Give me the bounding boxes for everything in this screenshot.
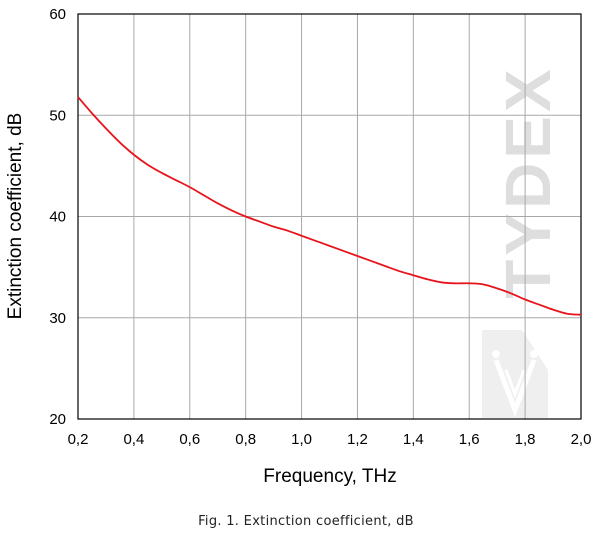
x-tick-label: 0,4 bbox=[123, 431, 144, 448]
x-axis-label: Frequency, THz bbox=[263, 466, 396, 487]
y-tick-label: 60 bbox=[49, 6, 66, 23]
x-tick-label: 0,2 bbox=[68, 431, 89, 448]
y-tick-label: 30 bbox=[49, 310, 66, 327]
x-tick-label: 1,6 bbox=[459, 431, 480, 448]
y-tick-label: 40 bbox=[49, 209, 66, 226]
y-tick-labels: 20 30 40 50 60 bbox=[49, 6, 66, 428]
x-tick-label: 1,2 bbox=[347, 431, 368, 448]
y-tick-label: 50 bbox=[49, 107, 66, 124]
x-tick-label: 1,0 bbox=[291, 431, 312, 448]
chart: TYDEX 0,2 0,4 0,6 0,8 1,0 1,2 1,4 1,6 1,8 2,0 20 3… bbox=[5, 6, 592, 487]
y-tick-label: 20 bbox=[49, 411, 66, 428]
watermark-logo bbox=[482, 330, 548, 418]
x-tick-labels: 0,2 0,4 0,6 0,8 1,0 1,2 1,4 1,6 1,8 2,0 bbox=[68, 431, 592, 448]
x-tick-label: 1,8 bbox=[515, 431, 536, 448]
x-tick-label: 0,8 bbox=[235, 431, 256, 448]
watermark: TYDEX bbox=[482, 65, 564, 418]
figure-caption: Fig. 1. Extinction coefficient, dB bbox=[198, 514, 414, 529]
plot-frame bbox=[77, 13, 582, 420]
x-tick-label: 0,6 bbox=[179, 431, 200, 448]
watermark-text: TYDEX bbox=[492, 65, 564, 298]
x-tick-label: 1,4 bbox=[403, 431, 424, 448]
series-line-0 bbox=[77, 96, 582, 316]
y-axis-label: Extinction coefficient, dB bbox=[5, 113, 26, 320]
series-layer bbox=[77, 96, 582, 316]
x-tick-label: 2,0 bbox=[571, 431, 592, 448]
